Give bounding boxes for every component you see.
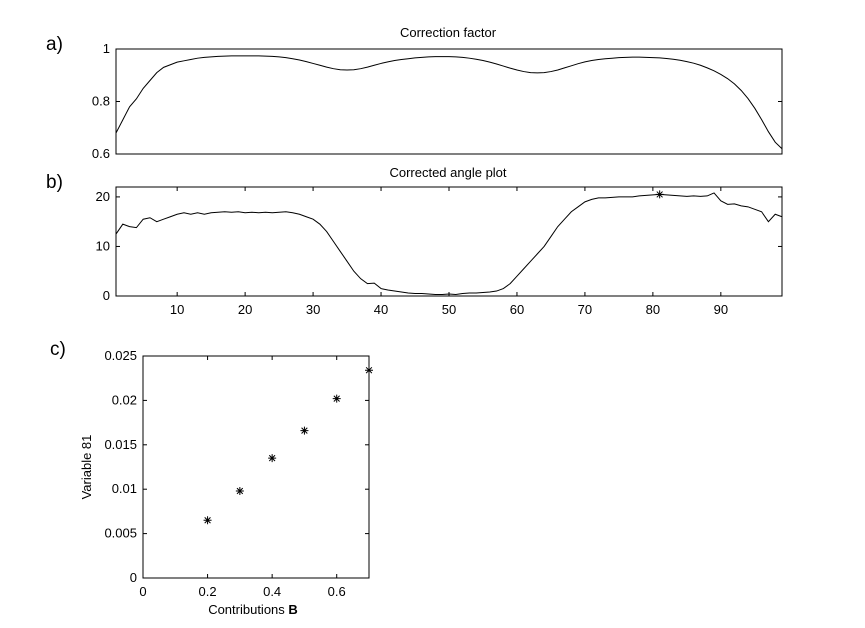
chart-title-a: Correction factor xyxy=(400,25,497,40)
x-tick-label-b: 10 xyxy=(170,302,184,317)
x-tick-label-c: 0.4 xyxy=(263,584,281,599)
series-line-a xyxy=(115,55,783,150)
x-tick-label-c: 0.2 xyxy=(199,584,217,599)
x-tick-label-b: 30 xyxy=(306,302,320,317)
scatter-point xyxy=(300,426,309,435)
axis-ticks-a: 0.6 0.8 1 xyxy=(92,41,782,161)
plot-frame-a xyxy=(115,48,783,155)
x-axis-label-bold-c: B xyxy=(288,602,297,617)
scatter-point xyxy=(268,454,277,463)
x-tick-label-b: 70 xyxy=(578,302,592,317)
x-tick-label-b: 50 xyxy=(442,302,456,317)
x-tick-label-b: 40 xyxy=(374,302,388,317)
axis-ticks-c: 0 0.005 0.01 0.015 0.02 0.025 0 0.2 0.4 0.6 xyxy=(104,348,369,599)
scatter-point xyxy=(203,516,212,525)
y-tick-label-c: 0.005 xyxy=(104,526,137,541)
y-tick-label-b: 0 xyxy=(103,288,110,303)
x-tick-label-b: 80 xyxy=(646,302,660,317)
axis-ticks-b: 0 10 20 10 20 30 40 50 60 70 80 90 xyxy=(96,187,782,317)
y-tick-label-b: 10 xyxy=(96,238,110,253)
scatter-point xyxy=(235,486,244,495)
y-tick-label-c: 0.025 xyxy=(104,348,137,363)
highlight-marker-b xyxy=(655,190,664,199)
y-tick-label-c: 0.01 xyxy=(112,481,137,496)
x-tick-label-b: 90 xyxy=(714,302,728,317)
x-tick-label-b: 60 xyxy=(510,302,524,317)
panel-label-b: b) xyxy=(46,172,63,193)
x-tick-label-c: 0 xyxy=(139,584,146,599)
plot-frame-b xyxy=(115,186,783,297)
series-line-b xyxy=(115,192,783,296)
scatter-points-c xyxy=(203,366,373,525)
y-tick-label-c: 0.015 xyxy=(104,437,137,452)
y-axis-label-c: Variable 81 xyxy=(79,435,94,500)
chart-correction-factor: Correction factor 0.6 0.8 1 xyxy=(92,25,783,161)
chart-title-b: Corrected angle plot xyxy=(389,165,506,180)
x-tick-label-b: 20 xyxy=(238,302,252,317)
x-tick-label-c: 0.6 xyxy=(328,584,346,599)
x-axis-label-c: Contributions B xyxy=(208,602,298,617)
panel-label-c: c) xyxy=(50,339,66,360)
panel-label-a: a) xyxy=(46,34,63,55)
y-tick-label-a: 0.8 xyxy=(92,94,110,109)
y-tick-label-a: 0.6 xyxy=(92,146,110,161)
marker-group-b xyxy=(655,190,664,199)
y-tick-label-c: 0.02 xyxy=(112,392,137,407)
x-axis-label-text-c: Contributions xyxy=(208,602,288,617)
y-tick-label-b: 20 xyxy=(96,189,110,204)
chart-corrected-angle: Corrected angle plot 0 10 20 10 20 30 40 50 60 70… xyxy=(96,165,783,317)
chart-variable-81-scatter: 0 0.005 0.01 0.015 0.02 0.025 0 0.2 0.4 0.6 Contr… xyxy=(79,348,373,617)
scatter-point xyxy=(365,366,373,375)
y-tick-label-a: 1 xyxy=(103,41,110,56)
plot-frame-c xyxy=(142,355,370,579)
scatter-point xyxy=(332,394,341,403)
y-tick-label-c: 0 xyxy=(130,570,137,585)
